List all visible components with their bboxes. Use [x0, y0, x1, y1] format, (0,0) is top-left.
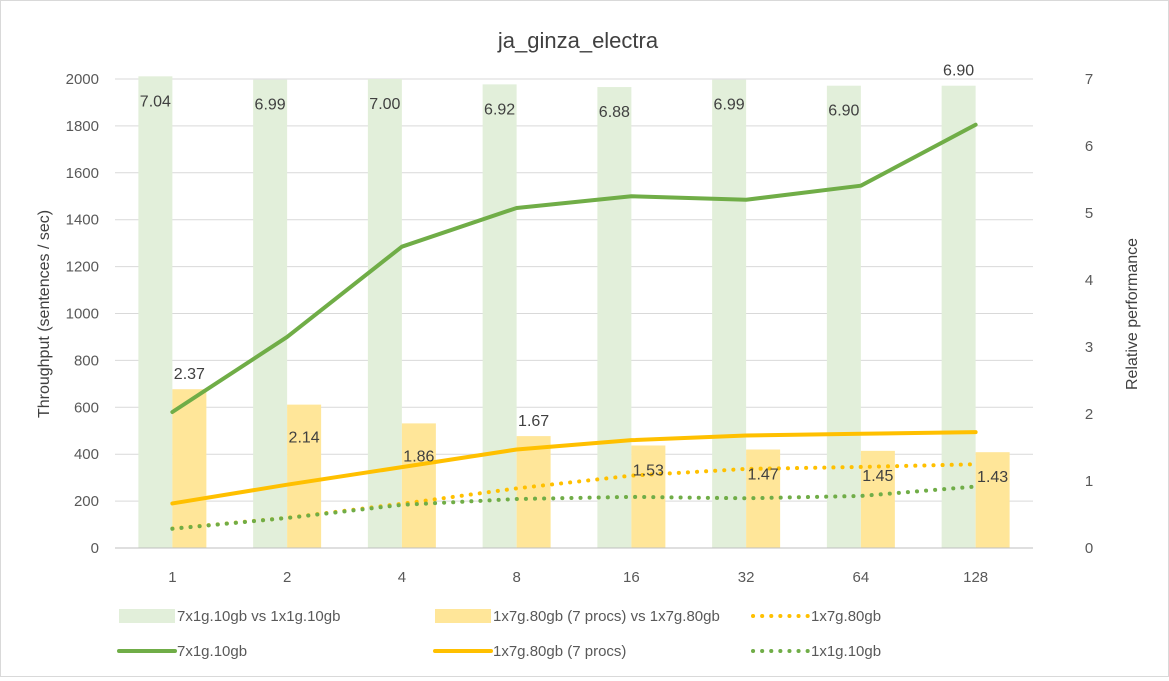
bar	[138, 76, 173, 548]
y-left-tick-label: 200	[74, 493, 99, 510]
legend-label: 1x7g.80gb (7 procs)	[493, 643, 626, 660]
legend-swatch	[119, 609, 175, 623]
bar-data-label: 1.67	[518, 413, 549, 430]
series-line	[170, 430, 978, 506]
bar-data-label: 7.04	[140, 93, 171, 110]
bar-labels-group: 7.04 6.99 7.00 6.92 6.88 6.99 6.90 6.90 2.37 2.14…	[140, 63, 1008, 486]
y-right-axis-label: Relative performance	[1124, 238, 1141, 390]
series-line	[170, 484, 978, 531]
bar	[712, 79, 747, 549]
bar	[941, 85, 976, 548]
y-right-tick-label: 2	[1085, 406, 1093, 423]
gridlines	[115, 78, 1033, 549]
bar	[253, 79, 288, 549]
legend-label: 7x1g.10gb vs 1x1g.10gb	[177, 608, 340, 625]
y-left-tick-label: 1000	[66, 306, 99, 323]
bar-data-label: 6.88	[599, 104, 630, 121]
bar	[172, 389, 207, 548]
x-tick-label: 16	[623, 569, 640, 586]
x-tick-label: 64	[853, 569, 870, 586]
y-left-tick-label: 600	[74, 399, 99, 416]
y-left-tick-label: 1600	[66, 165, 99, 182]
y-right-tick-label: 1	[1085, 473, 1093, 490]
bar	[401, 423, 436, 548]
y-left-tick-label: 0	[91, 540, 99, 557]
y-left-tick-label: 1800	[66, 118, 99, 135]
y-right-tick-label: 5	[1085, 205, 1093, 222]
bar-data-label: 1.43	[977, 469, 1008, 486]
y-right-tick-label: 3	[1085, 339, 1093, 356]
x-tick-label: 8	[512, 569, 520, 586]
bar	[482, 84, 517, 549]
bar	[367, 79, 402, 548]
bar-data-label: 6.90	[828, 103, 859, 120]
legend-label: 1x7g.80gb	[811, 608, 881, 625]
bar	[597, 87, 632, 548]
bar-data-label: 1.47	[748, 467, 779, 484]
y-right-tick-label: 4	[1085, 272, 1093, 289]
y-left-axis-label: Throughput (sentences / sec)	[36, 210, 53, 418]
y-right-tick-label: 7	[1085, 71, 1093, 88]
legend-swatch	[435, 609, 491, 623]
bar-data-label: 6.92	[484, 101, 515, 118]
y-left-tick-label: 2000	[66, 71, 99, 88]
y-right-tick-label: 6	[1085, 138, 1093, 155]
y-left-tick-label: 800	[74, 352, 99, 369]
bar-data-label: 6.99	[714, 97, 745, 114]
bar-data-label: 7.00	[369, 96, 400, 113]
legend-label: 7x1g.10gb	[177, 643, 247, 660]
chart-title: ja_ginza_electra	[497, 28, 659, 53]
x-tick-label: 32	[738, 569, 755, 586]
axes-group: 0200400600800100012001400160018002000012…	[66, 71, 1094, 586]
legend: 7x1g.10gb vs 1x1g.10gb 1x7g.80gb (7 procs…	[117, 608, 881, 660]
bar-data-label: 2.14	[289, 430, 320, 447]
line-series-group	[170, 122, 978, 531]
bar-data-label: 1.53	[633, 462, 664, 479]
bar-data-label: 1.45	[862, 468, 893, 485]
bar	[826, 85, 861, 548]
x-tick-label: 1	[168, 569, 176, 586]
x-tick-label: 128	[963, 569, 988, 586]
bar	[975, 452, 1010, 548]
bar-data-label: 6.90	[943, 63, 974, 80]
legend-label: 1x1g.10gb	[811, 643, 881, 660]
y-left-tick-label: 1400	[66, 212, 99, 229]
bar	[516, 436, 551, 548]
bar-data-label: 6.99	[255, 97, 286, 114]
bar-data-label: 2.37	[174, 366, 205, 383]
y-left-tick-label: 1200	[66, 259, 99, 276]
x-tick-label: 2	[283, 569, 291, 586]
y-left-tick-label: 400	[74, 446, 99, 463]
bar-data-label: 1.86	[403, 448, 434, 465]
bar-series-group	[138, 76, 1010, 549]
series-line	[170, 122, 978, 414]
bar	[287, 404, 322, 548]
x-tick-label: 4	[398, 569, 406, 586]
legend-label: 1x7g.80gb (7 procs) vs 1x7g.80gb	[493, 608, 720, 625]
y-right-tick-label: 0	[1085, 540, 1093, 557]
